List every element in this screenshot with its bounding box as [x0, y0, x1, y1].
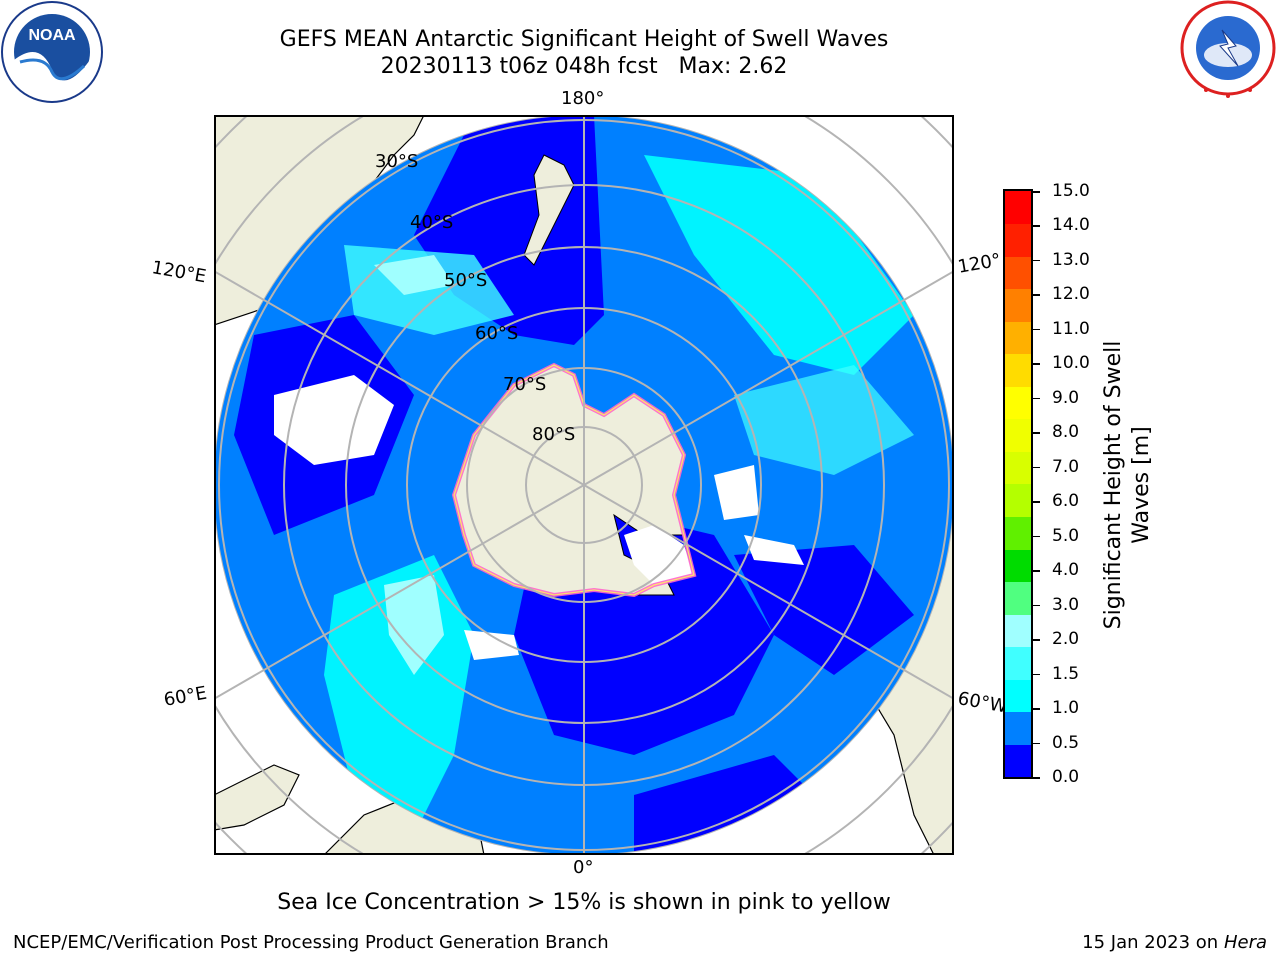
- colorbar-tick-label: 1.5: [1052, 663, 1080, 684]
- colorbar-segment: [1005, 711, 1031, 745]
- colorbar-segment: [1005, 484, 1031, 518]
- colorbar-tick-label: 10.0: [1052, 353, 1090, 374]
- colorbar-tick-label: 6.0: [1052, 491, 1080, 512]
- colorbar-segment: [1005, 353, 1031, 387]
- chart-subtitle: 20230113 t06z 048h fcst Max: 2.62: [380, 54, 788, 79]
- colorbar-segment: [1005, 614, 1031, 648]
- colorbar-segment: [1005, 191, 1031, 225]
- colorbar-tick-mark: [1033, 225, 1040, 227]
- colorbar-tick-mark: [1033, 397, 1040, 400]
- noaa-logo-text: NOAA: [28, 27, 76, 44]
- lon-label-120w: 120°: [956, 249, 1003, 278]
- colorbar-tick-mark: [1033, 501, 1040, 503]
- colorbar-tick-label: 1.0: [1052, 698, 1080, 719]
- colorbar: [1003, 189, 1033, 779]
- footer-date-text: 15 Jan 2023 on: [1082, 932, 1224, 953]
- colorbar-tick-label: 15.0: [1052, 181, 1090, 201]
- colorbar-segment: [1005, 516, 1031, 550]
- sea-ice-edge-inner: [453, 364, 695, 596]
- colorbar-tick-mark: [1033, 777, 1040, 779]
- colorbar-segment: [1005, 223, 1031, 257]
- colorbar-tick-mark: [1033, 570, 1040, 572]
- colorbar-segment: [1005, 418, 1031, 452]
- colorbar-tick-mark: [1033, 259, 1040, 262]
- lon-label-180: 180°: [561, 88, 605, 109]
- colorbar-tick-label: 2.0: [1052, 629, 1080, 650]
- footer-date: 15 Jan 2023 on Hera: [1082, 932, 1267, 953]
- chart-title: GEFS MEAN Antarctic Significant Height o…: [279, 27, 889, 52]
- land-africa: [214, 764, 300, 831]
- colorbar-segment: [1005, 386, 1031, 420]
- colorbar-tick-mark: [1033, 673, 1040, 676]
- lon-label-60w: 60°W: [956, 688, 1009, 718]
- colorbar-tick-label: 3.0: [1052, 594, 1080, 615]
- colorbar-tick-label: 5.0: [1052, 525, 1080, 546]
- colorbar-tick-mark: [1033, 708, 1040, 710]
- lon-label-60e: 60°E: [162, 682, 209, 711]
- colorbar-tick-mark: [1033, 742, 1040, 745]
- map-panel: 30°S 40°S 50°S 60°S 70°S 80°S: [214, 115, 954, 855]
- colorbar-tick-label: 9.0: [1052, 387, 1080, 408]
- no-swell-region: [464, 630, 519, 660]
- lat-label-70s: 70°S: [503, 374, 547, 395]
- lon-label-0: 0°: [573, 857, 594, 878]
- no-swell-region: [714, 465, 759, 520]
- nws-logo: [1176, 0, 1280, 104]
- no-swell-region: [744, 535, 804, 565]
- colorbar-segment: [1005, 451, 1031, 485]
- meridian-60e-120w: [214, 269, 954, 701]
- footer-credit: NCEP/EMC/Verification Post Processing Pr…: [13, 932, 609, 953]
- lat-label-80s: 80°S: [532, 424, 576, 445]
- map-border: [214, 115, 954, 855]
- ice-shelf: [624, 525, 694, 585]
- colorbar-tick-mark: [1033, 294, 1040, 296]
- colorbar-segment: [1005, 321, 1031, 355]
- swell-zone-mid: [644, 155, 914, 375]
- colorbar-segment: [1005, 256, 1031, 290]
- lat-label-50s: 50°S: [444, 270, 488, 291]
- lat-label-60s: 60°S: [475, 323, 519, 344]
- map-canvas: [214, 115, 954, 855]
- colorbar-tick-mark: [1033, 363, 1040, 365]
- colorbar-tick-label: 11.0: [1052, 318, 1090, 339]
- lat-label-40s: 40°S: [410, 212, 454, 233]
- colorbar-segment: [1005, 679, 1031, 713]
- colorbar-tick-label: 7.0: [1052, 456, 1080, 477]
- colorbar-tick-mark: [1033, 432, 1040, 434]
- colorbar-tick-label: 13.0: [1052, 249, 1090, 270]
- sea-ice-caption: Sea Ice Concentration > 15% is shown in …: [277, 890, 891, 915]
- colorbar-segment: [1005, 744, 1031, 778]
- lat-label-30s: 30°S: [375, 151, 419, 172]
- colorbar-tick-label: 8.0: [1052, 422, 1080, 443]
- colorbar-tick-mark: [1033, 191, 1040, 193]
- colorbar-segment: [1005, 646, 1031, 680]
- colorbar-tick-mark: [1033, 604, 1040, 607]
- lon-label-120e: 120°E: [150, 257, 208, 288]
- colorbar-tick-label: 12.0: [1052, 284, 1090, 305]
- colorbar-segment: [1005, 549, 1031, 583]
- swell-zone-high: [374, 255, 454, 295]
- colorbar-tick-label: 0.0: [1052, 767, 1080, 787]
- swell-zone-high: [384, 575, 444, 675]
- no-swell-region: [274, 375, 394, 465]
- colorbar-segment: [1005, 288, 1031, 322]
- colorbar-tick-mark: [1033, 535, 1040, 538]
- colorbar-tick-label: 4.0: [1052, 560, 1080, 581]
- colorbar-segment: [1005, 581, 1031, 615]
- colorbar-tick-mark: [1033, 639, 1040, 641]
- footer-host: Hera: [1223, 932, 1267, 953]
- colorbar-tick-label: 14.0: [1052, 215, 1090, 236]
- colorbar-tick-label: 0.5: [1052, 732, 1080, 753]
- colorbar-label: Significant Height of Swell Waves [m]: [1101, 340, 1154, 630]
- noaa-logo: NOAA: [0, 0, 104, 104]
- colorbar-tick-mark: [1033, 466, 1040, 469]
- colorbar-tick-mark: [1033, 328, 1040, 331]
